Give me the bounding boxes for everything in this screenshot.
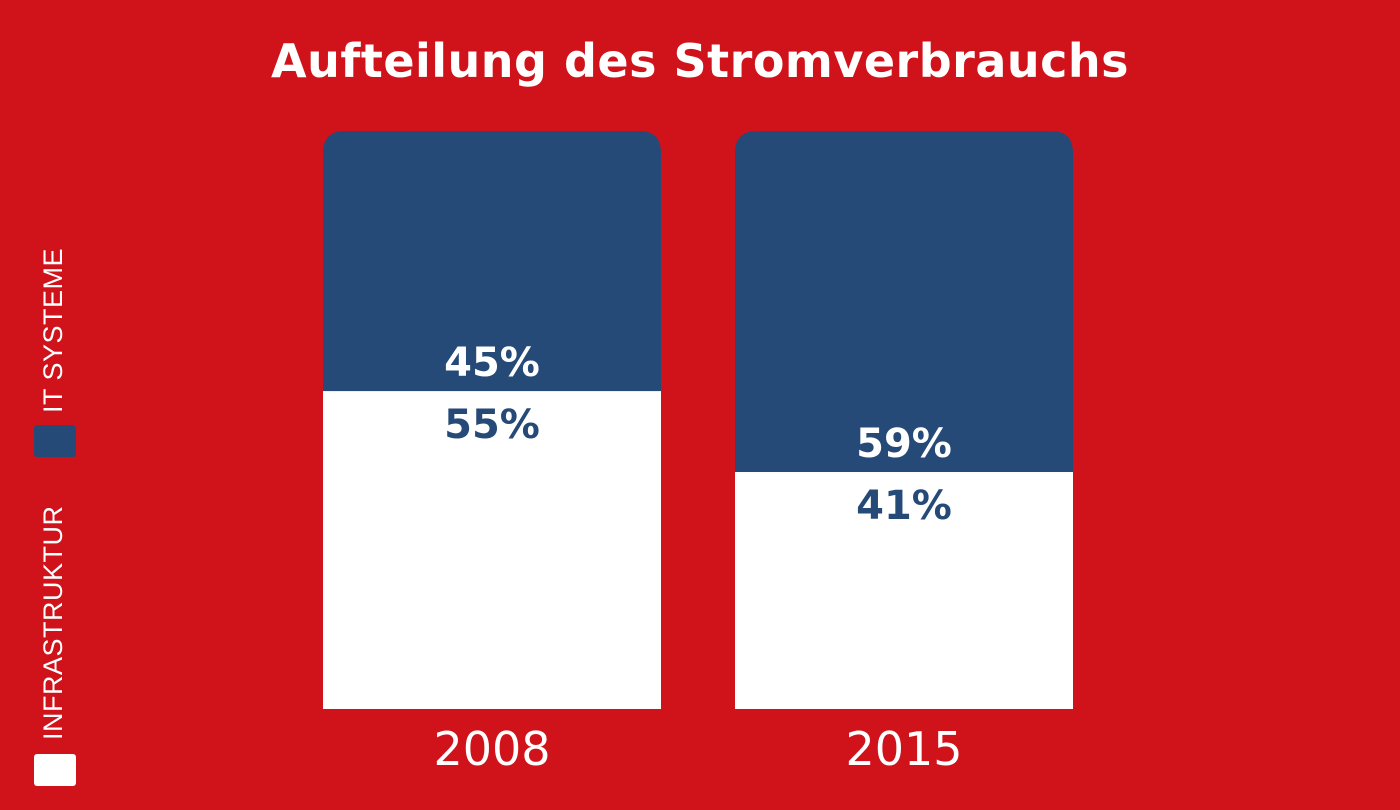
legend-label-it-systeme: IT SYSTEME (38, 247, 68, 413)
legend-swatch-infrastruktur (34, 754, 76, 786)
chart-title: Aufteilung des Stromverbrauchs (270, 34, 1130, 88)
data-label-infrastruktur-2008: 55% (444, 402, 540, 448)
bar-segment-infrastruktur-2015 (735, 472, 1073, 709)
data-label-it-systeme-2015: 59% (856, 421, 952, 467)
bar-segment-it-systeme-2008 (323, 131, 661, 392)
bar-segment-infrastruktur-2008 (323, 391, 661, 709)
x-tick-label-2015: 2015 (845, 722, 962, 776)
bar-segment-it-systeme-2015 (735, 131, 1073, 473)
x-tick-label-2008: 2008 (433, 722, 550, 776)
bar-group-2008: 45% 55% 2008 (323, 131, 661, 776)
data-label-it-systeme-2008: 45% (444, 340, 540, 386)
bar-group-2015: 59% 41% 2015 (735, 131, 1073, 776)
data-label-infrastruktur-2015: 41% (856, 483, 952, 529)
legend-label-infrastruktur: INFRASTRUKTUR (38, 505, 68, 741)
legend-swatch-it-systeme (34, 425, 76, 457)
